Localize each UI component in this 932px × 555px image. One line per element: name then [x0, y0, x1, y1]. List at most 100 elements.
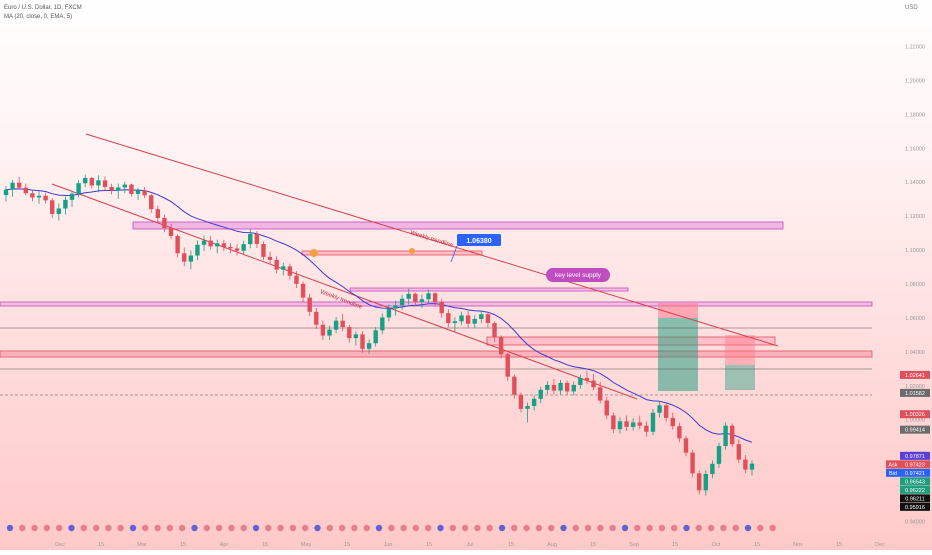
x-tick-label: 15 [426, 542, 432, 548]
candle-body [452, 321, 458, 324]
event-marker [498, 524, 506, 532]
candle-body [69, 193, 75, 200]
candle-body [267, 256, 273, 260]
x-tick-label: 15 [672, 542, 678, 548]
candle-body [56, 208, 62, 214]
zone-small [349, 287, 629, 292]
marker-dot [409, 248, 415, 254]
event-marker [400, 524, 407, 532]
target-zone [658, 318, 698, 391]
x-tick-label: Apr [220, 542, 229, 548]
candle-body [558, 382, 563, 391]
price-tag-box [900, 460, 930, 469]
event-marker [166, 524, 174, 532]
x-tick-label: Mar [137, 542, 147, 548]
candle-body [683, 438, 689, 453]
event-marker [597, 524, 604, 532]
event-marker [6, 524, 14, 532]
candle-body [195, 244, 200, 256]
x-tick-label: 15 [262, 542, 268, 548]
price-tag-box [900, 410, 930, 419]
event-marker [338, 524, 346, 532]
event-marker [560, 524, 567, 532]
price-tag-value: 0.97421 [905, 471, 925, 477]
event-marker [584, 524, 592, 532]
candle-body [624, 421, 629, 427]
candle-body [584, 377, 590, 381]
candle-body [102, 180, 108, 187]
price-tag-value: 0.96211 [905, 496, 924, 502]
candle-body [373, 330, 378, 344]
event-marker [449, 524, 456, 532]
x-tick-label: 15 [180, 542, 186, 548]
event-marker [92, 524, 100, 532]
event-marker [683, 524, 690, 532]
candle-body [122, 184, 128, 188]
event-marker [523, 524, 530, 532]
candle-body [696, 473, 702, 491]
candle-body [538, 389, 543, 399]
event-marker [326, 524, 333, 532]
candle-body [261, 243, 266, 257]
candle-body [446, 313, 451, 324]
price-tag-value: 0.97423 [905, 462, 925, 468]
x-tick-label: 15 [508, 542, 514, 548]
candle-body [281, 266, 286, 270]
price-label-text: 1.06380 [466, 238, 491, 245]
x-tick-label: Jun [384, 542, 393, 548]
y-tick-label: 1.02000 [905, 384, 925, 390]
candle-body [564, 382, 570, 392]
event-marker [671, 524, 678, 532]
candle-body [617, 421, 623, 430]
tag-side-label: Ask [888, 462, 897, 468]
callout-box [546, 268, 610, 282]
lower-trendline-label: Weekly trendline [319, 289, 363, 311]
y-tick-label: 1.20000 [905, 78, 925, 84]
candle-body [591, 380, 596, 388]
candle-body [142, 190, 147, 196]
candle-body [215, 243, 220, 247]
candle-body [518, 394, 524, 409]
event-marker [142, 524, 149, 532]
event-marker [720, 524, 727, 532]
event-marker [277, 524, 284, 532]
time-axis: Dec 15 Mar 15 Apr 15 May 15 Jun 15 Jul 15 Aug 15 Sep 15… [55, 542, 885, 548]
x-tick-label: Dec [55, 542, 65, 548]
candle-body [611, 415, 616, 430]
tag-side-label: Bid [889, 471, 897, 477]
event-marker [105, 524, 112, 532]
candle-body [505, 354, 510, 377]
upper-trendline-label: Weekly trendline [409, 230, 454, 249]
event-marker [658, 524, 666, 532]
candle-body [254, 233, 260, 244]
event-marker [240, 524, 247, 532]
event-marker [769, 524, 776, 532]
candle-body [716, 446, 722, 464]
event-marker [215, 524, 223, 532]
event-marker [252, 524, 260, 532]
candle-body [399, 298, 405, 306]
candle-body [472, 318, 477, 324]
candle-body [353, 334, 359, 339]
x-tick-label: Nov [793, 542, 803, 548]
candle-body [650, 412, 656, 432]
candle-body [228, 247, 233, 249]
x-tick-label: 15 [836, 542, 842, 548]
candle-body [531, 398, 537, 406]
indicator-line: MA (20, close, 0, EMA, 5) [4, 14, 73, 20]
price-tags: 1.02641 1.01582 1.00326 0.99414 0.97871 Ask 0.… [886, 370, 930, 511]
stop-zone-2 [725, 335, 755, 365]
x-tick-label: 15 [344, 542, 350, 548]
x-tick-label: Aug [547, 542, 557, 548]
price-label-pointer [450, 245, 458, 263]
candle-body [360, 334, 365, 349]
candle-body [347, 327, 352, 339]
candle-body [155, 209, 161, 219]
candle-body [76, 183, 81, 194]
candle-body [465, 315, 471, 324]
event-marker [117, 524, 124, 532]
event-marker [757, 524, 764, 532]
event-marker [425, 524, 432, 532]
